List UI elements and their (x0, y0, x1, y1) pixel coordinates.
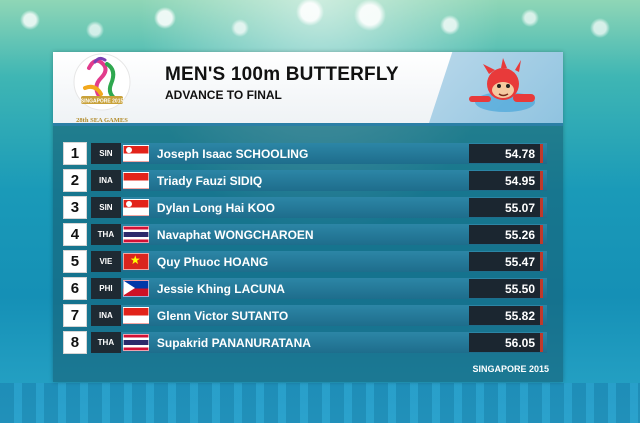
mascot-icon (469, 58, 535, 112)
country-code: THA (90, 332, 121, 353)
philippines-flag-icon (122, 280, 149, 297)
rank-badge: 1 (63, 142, 87, 165)
rank-badge: 2 (63, 169, 87, 192)
rank-badge: 7 (63, 304, 87, 327)
athlete-name: Glenn Victor SUTANTO (156, 308, 289, 323)
board-header: SINGAPORE 2015 28th SEA GAMES MEN'S 100m… (53, 52, 563, 126)
result-time: 55.50 (469, 279, 543, 298)
athlete-bar: SIN Joseph Isaac SCHOOLING 54.78 (90, 143, 547, 164)
result-time: 54.78 (469, 144, 543, 163)
country-code: SIN (90, 197, 121, 218)
result-row: 8 THA Supakrid PANANURATANA 56.05 (63, 331, 547, 354)
result-time: 55.26 (469, 225, 543, 244)
stadium-lights (0, 0, 640, 50)
result-row: 1 SIN Joseph Isaac SCHOOLING 54.78 (63, 142, 547, 165)
athlete-name: Supakrid PANANURATANA (156, 335, 311, 350)
rank-badge: 3 (63, 196, 87, 219)
athlete-bar: INA Glenn Victor SUTANTO 55.82 (90, 305, 547, 326)
athlete-bar: VIE Quy Phuoc HOANG 55.47 (90, 251, 547, 272)
athlete-bar: THA Supakrid PANANURATANA 56.05 (90, 332, 547, 353)
result-row: 5 VIE Quy Phuoc HOANG 55.47 (63, 250, 547, 273)
result-time: 56.05 (469, 333, 543, 352)
result-row: 2 INA Triady Fauzi SIDIQ 54.95 (63, 169, 547, 192)
logo-text-top: SINGAPORE 2015 (81, 99, 124, 105)
result-row: 6 PHI Jessie Khing LACUNA 55.50 (63, 277, 547, 300)
country-code: INA (90, 170, 121, 191)
athlete-bar: PHI Jessie Khing LACUNA 55.50 (90, 278, 547, 299)
event-subtitle: ADVANCE TO FINAL (165, 88, 282, 102)
result-row: 7 INA Glenn Victor SUTANTO 55.82 (63, 304, 547, 327)
country-code: INA (90, 305, 121, 326)
thailand-flag-icon (122, 334, 149, 351)
results-board: SINGAPORE 2015 28th SEA GAMES MEN'S 100m… (53, 52, 563, 382)
event-title: MEN'S 100m BUTTERFLY (165, 64, 399, 85)
country-code: SIN (90, 143, 121, 164)
athlete-name: Navaphat WONGCHAROEN (156, 227, 314, 242)
result-time: 55.82 (469, 306, 543, 325)
thailand-flag-icon (122, 226, 149, 243)
event-footer: SINGAPORE 2015 (472, 364, 549, 374)
singapore-flag-icon (122, 145, 149, 162)
indonesia-flag-icon (122, 172, 149, 189)
logo-text-bottom: 28th SEA GAMES (76, 117, 128, 124)
athlete-name: Dylan Long Hai KOO (156, 200, 275, 215)
athlete-name: Quy Phuoc HOANG (156, 254, 269, 269)
result-time: 55.07 (469, 198, 543, 217)
pool-lane-lines (0, 383, 640, 423)
athlete-bar: SIN Dylan Long Hai KOO 55.07 (90, 197, 547, 218)
indonesia-flag-icon (122, 307, 149, 324)
vietnam-flag-icon (122, 253, 149, 270)
result-row: 4 THA Navaphat WONGCHAROEN 55.26 (63, 223, 547, 246)
sea-games-logo: SINGAPORE 2015 28th SEA GAMES (73, 53, 131, 124)
country-code: THA (90, 224, 121, 245)
country-code: PHI (90, 278, 121, 299)
result-time: 55.47 (469, 252, 543, 271)
rank-badge: 6 (63, 277, 87, 300)
result-time: 54.95 (469, 171, 543, 190)
header-divider (53, 123, 563, 126)
country-code: VIE (90, 251, 121, 272)
athlete-bar: INA Triady Fauzi SIDIQ 54.95 (90, 170, 547, 191)
rank-badge: 5 (63, 250, 87, 273)
result-row: 3 SIN Dylan Long Hai KOO 55.07 (63, 196, 547, 219)
rank-badge: 4 (63, 223, 87, 246)
rank-badge: 8 (63, 331, 87, 354)
athlete-name: Triady Fauzi SIDIQ (156, 173, 263, 188)
results-list: 1 SIN Joseph Isaac SCHOOLING 54.78 2 INA… (63, 142, 547, 358)
athlete-bar: THA Navaphat WONGCHAROEN 55.26 (90, 224, 547, 245)
athlete-name: Jessie Khing LACUNA (156, 281, 285, 296)
singapore-flag-icon (122, 199, 149, 216)
athlete-name: Joseph Isaac SCHOOLING (156, 146, 309, 161)
